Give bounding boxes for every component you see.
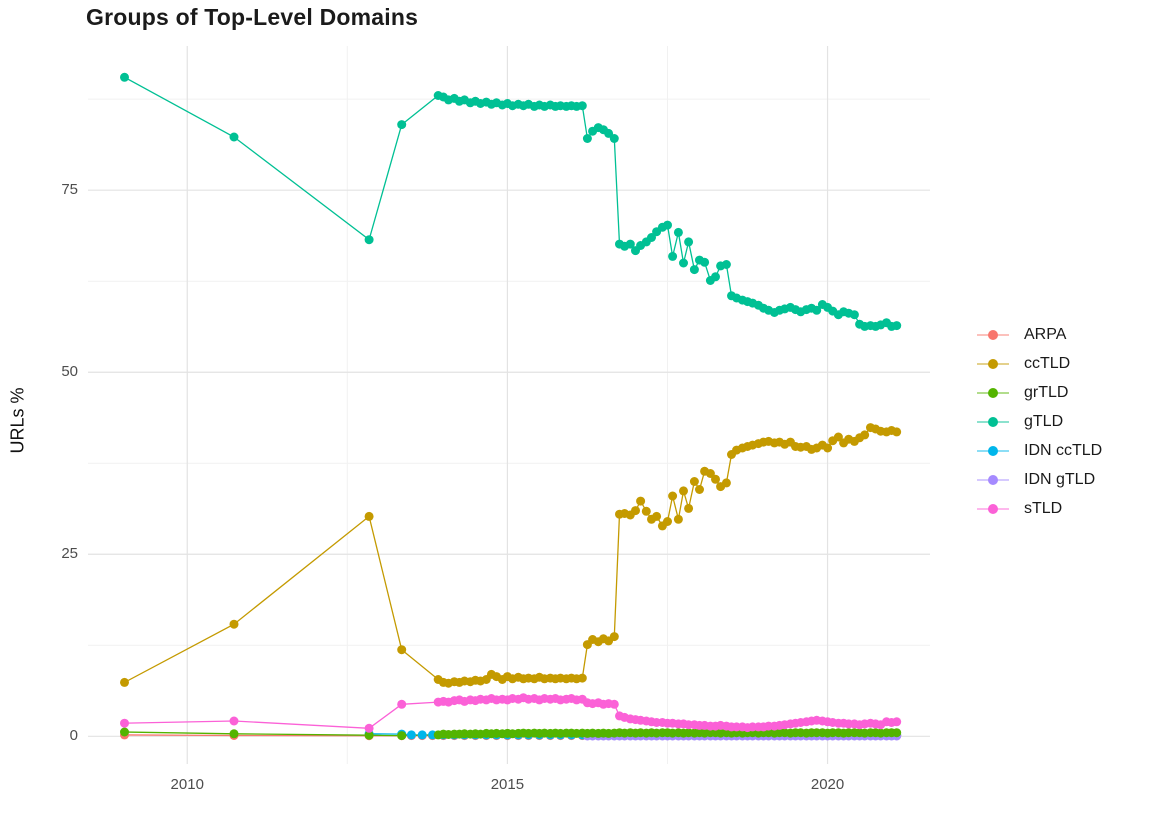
data-point bbox=[577, 673, 587, 683]
data-point bbox=[120, 677, 129, 687]
legend-key-icon bbox=[977, 329, 1009, 340]
data-point bbox=[582, 134, 592, 143]
data-point bbox=[679, 258, 688, 268]
data-point bbox=[120, 72, 129, 82]
data-point bbox=[397, 699, 407, 709]
legend-item-idn-cctld: IDN ccTLD bbox=[976, 436, 1102, 465]
y-tick-label: 25 bbox=[61, 545, 78, 563]
data-point bbox=[668, 251, 678, 261]
x-tick-label: 2020 bbox=[810, 776, 845, 793]
data-point bbox=[609, 632, 619, 642]
data-point bbox=[364, 730, 374, 740]
data-point bbox=[679, 486, 688, 496]
gridlines bbox=[88, 46, 930, 764]
data-point bbox=[229, 132, 239, 142]
data-point bbox=[705, 469, 715, 478]
data-point bbox=[229, 716, 239, 726]
x-tick-label: 2015 bbox=[490, 776, 525, 793]
legend-item-grtld: grTLD bbox=[976, 378, 1102, 407]
data-point bbox=[652, 511, 662, 521]
data-point bbox=[609, 699, 619, 709]
legend-item-gtld: gTLD bbox=[976, 407, 1102, 436]
data-point bbox=[641, 506, 651, 516]
data-point bbox=[684, 237, 694, 247]
data-point bbox=[833, 432, 843, 442]
data-point bbox=[812, 305, 822, 315]
data-point bbox=[364, 235, 374, 245]
data-point bbox=[892, 427, 902, 437]
legend-item-label: ARPA bbox=[1024, 325, 1067, 343]
data-point bbox=[711, 272, 720, 282]
legend-key-icon bbox=[977, 474, 1009, 485]
y-tick-label: 75 bbox=[61, 181, 78, 199]
data-point bbox=[663, 517, 672, 526]
legend-key-icon bbox=[977, 387, 1009, 398]
y-tick-label: 0 bbox=[69, 727, 78, 745]
data-point bbox=[397, 731, 407, 741]
series-path bbox=[124, 76, 897, 328]
legend-item-idn-gtld: IDN gTLD bbox=[976, 465, 1102, 494]
data-point bbox=[892, 321, 902, 331]
data-point bbox=[120, 718, 129, 728]
data-point bbox=[823, 443, 833, 453]
data-point bbox=[663, 220, 672, 230]
series-points-ccTLD bbox=[120, 423, 902, 688]
data-point bbox=[721, 478, 731, 488]
data-point bbox=[397, 645, 407, 655]
legend-key-icon bbox=[977, 416, 1009, 427]
data-point bbox=[721, 260, 731, 269]
legend-item-label: grTLD bbox=[1024, 383, 1069, 401]
legend-key-icon bbox=[977, 503, 1009, 514]
data-point bbox=[860, 430, 870, 440]
data-point bbox=[689, 265, 699, 275]
data-point bbox=[120, 727, 129, 737]
series-points-grTLD bbox=[120, 727, 902, 741]
data-point bbox=[229, 619, 239, 629]
legend-item-cctld: ccTLD bbox=[976, 349, 1102, 378]
data-point bbox=[673, 227, 683, 237]
legend-item-stld: sTLD bbox=[976, 494, 1102, 523]
x-tick-label: 2010 bbox=[170, 776, 204, 793]
legend-item-label: IDN gTLD bbox=[1024, 470, 1096, 488]
data-point bbox=[364, 723, 374, 733]
data-point bbox=[397, 120, 407, 130]
legend-key-icon bbox=[977, 358, 1009, 369]
data-point bbox=[684, 503, 694, 513]
data-point bbox=[892, 717, 902, 727]
data-point bbox=[636, 496, 646, 506]
legend-key-icon bbox=[977, 445, 1009, 456]
data-point bbox=[364, 511, 374, 521]
data-point bbox=[577, 101, 587, 111]
series-points-sTLD bbox=[120, 693, 902, 733]
legend-item-arpa: ARPA bbox=[976, 320, 1102, 349]
data-point bbox=[417, 730, 427, 740]
chart-title: Groups of Top-Level Domains bbox=[86, 4, 419, 30]
data-point bbox=[700, 257, 710, 267]
legend-item-label: gTLD bbox=[1024, 412, 1064, 430]
data-point bbox=[625, 239, 635, 249]
series-points-gTLD bbox=[120, 72, 902, 331]
y-tick-label: 50 bbox=[61, 363, 78, 381]
series-line-gTLD bbox=[124, 76, 897, 328]
data-point bbox=[673, 514, 683, 524]
data-point bbox=[229, 729, 239, 739]
data-point bbox=[695, 485, 704, 494]
legend-item-label: IDN ccTLD bbox=[1024, 441, 1103, 459]
legend-item-label: sTLD bbox=[1024, 499, 1063, 517]
data-point bbox=[849, 310, 859, 320]
data-point bbox=[892, 728, 902, 738]
data-point bbox=[609, 134, 619, 143]
data-point bbox=[406, 730, 416, 740]
legend-item-label: ccTLD bbox=[1024, 354, 1071, 372]
data-point bbox=[668, 491, 678, 501]
legend: ARPA ccTLD grTLD gTLD IDN ccTLD IDN gTLD sTLD bbox=[976, 320, 1102, 523]
data-point bbox=[711, 474, 720, 484]
data-point bbox=[647, 233, 656, 242]
data-point bbox=[689, 477, 699, 486]
data-point bbox=[631, 506, 640, 516]
